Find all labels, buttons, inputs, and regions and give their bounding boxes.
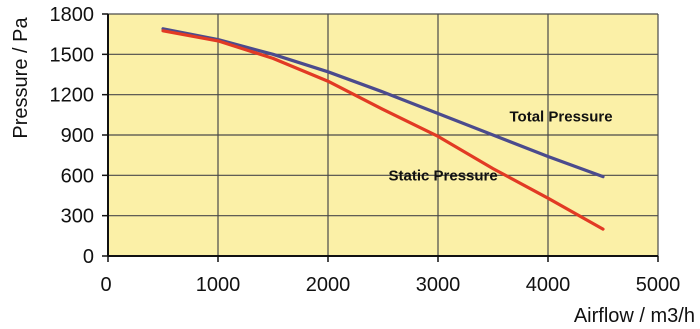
x-tick-label: 1000 xyxy=(196,274,241,296)
x-tick-label: 2000 xyxy=(306,274,351,296)
x-tick-label: 3000 xyxy=(416,274,461,296)
y-tick-label: 600 xyxy=(61,165,94,187)
y-tick-label: 1200 xyxy=(50,85,95,107)
total-pressure-line xyxy=(161,27,605,179)
x-tick-label: 4000 xyxy=(526,274,571,296)
y-tick-label: 900 xyxy=(61,125,94,147)
y-tick-label: 1500 xyxy=(50,44,95,66)
series-annotations: Total Pressure Static Pressure xyxy=(389,109,613,185)
y-tick-label: 1800 xyxy=(50,4,95,26)
total-pressure-annotation: Total Pressure xyxy=(510,109,613,126)
static-pressure-line xyxy=(161,29,605,231)
x-tick-label: 5000 xyxy=(636,274,681,296)
y-tick-label: 0 xyxy=(83,246,94,268)
axes xyxy=(102,13,659,262)
x-axis-label: Airflow / m3/h xyxy=(574,305,695,327)
static-pressure-annotation: Static Pressure xyxy=(389,168,498,185)
data-series xyxy=(161,27,605,231)
tick-labels: 0 1000 2000 3000 4000 5000 0 300 600 900 1200 1500 1… xyxy=(50,4,681,296)
y-axis-label: Pressure / Pa xyxy=(10,17,32,139)
y-tick-label: 300 xyxy=(61,206,94,228)
x-tick-label: 0 xyxy=(100,274,111,296)
